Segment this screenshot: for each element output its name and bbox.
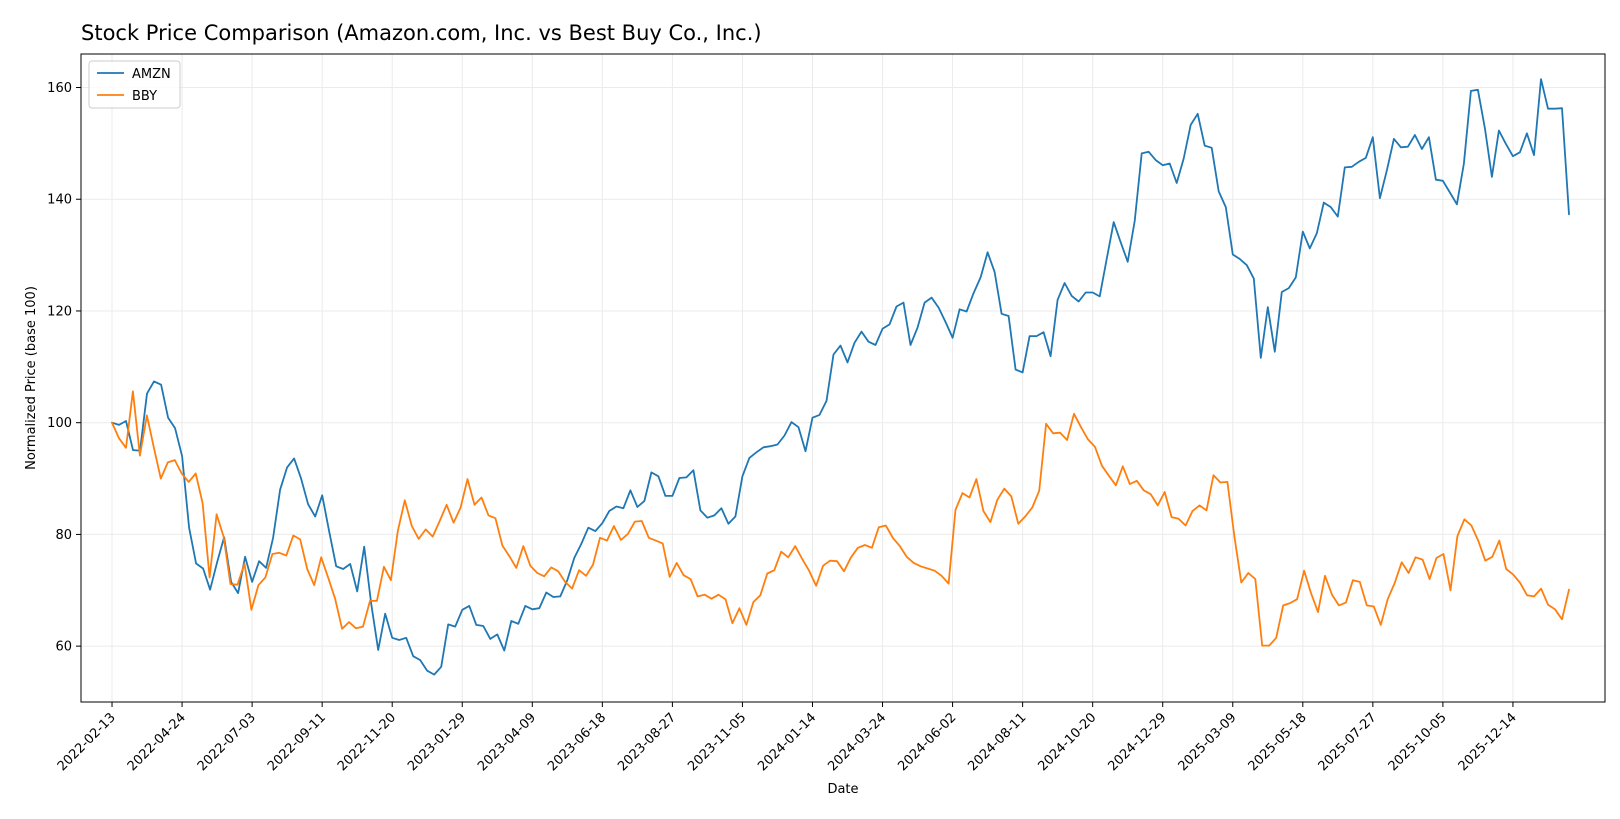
series-layer xyxy=(111,78,1570,676)
chart-title: Stock Price Comparison (Amazon.com, Inc.… xyxy=(81,21,762,45)
grid xyxy=(81,54,1605,702)
legend-label-bby: BBY xyxy=(132,89,157,104)
series-line-bby xyxy=(111,390,1570,647)
y-tick-label: 160 xyxy=(47,81,72,96)
x-axis-label: Date xyxy=(827,782,858,797)
y-tick-label: 80 xyxy=(55,528,72,543)
y-axis-label: Normalized Price (base 100) xyxy=(24,286,39,470)
series-line-amzn xyxy=(111,78,1570,676)
y-tick-label: 120 xyxy=(47,304,72,319)
y-axis: 60 80 100 120 140 160 xyxy=(47,81,81,655)
y-tick-label: 100 xyxy=(47,416,72,431)
legend: AMZN BBY xyxy=(88,60,181,109)
y-tick-label: 60 xyxy=(55,640,72,655)
y-tick-label: 140 xyxy=(47,193,72,208)
plot-frame xyxy=(80,53,1606,703)
legend-label-amzn: AMZN xyxy=(132,67,171,82)
